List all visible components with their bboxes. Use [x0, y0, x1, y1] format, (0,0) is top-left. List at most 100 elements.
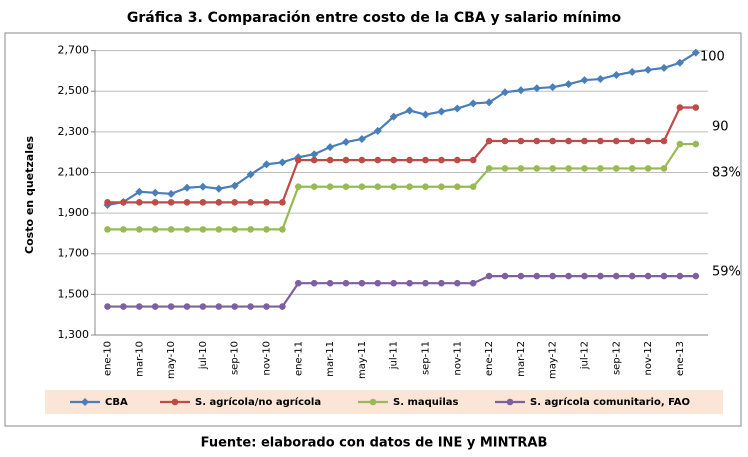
point	[549, 165, 556, 172]
point	[247, 303, 254, 310]
point	[151, 226, 159, 233]
point	[215, 226, 223, 233]
x-tick-label: mar-10	[134, 341, 145, 377]
point	[422, 279, 429, 287]
x-tick-label: may-11	[357, 341, 368, 379]
point	[628, 137, 636, 145]
point	[262, 160, 271, 169]
point	[469, 99, 478, 108]
legend-marker	[506, 398, 514, 406]
y-tick-label: 1,700	[58, 247, 90, 260]
point	[199, 303, 207, 310]
point	[628, 272, 636, 280]
point	[438, 279, 445, 287]
point	[438, 183, 445, 191]
point	[581, 137, 588, 145]
point	[564, 80, 573, 89]
point	[342, 156, 350, 164]
point	[326, 156, 334, 164]
x-tick-label: ene-10	[103, 341, 114, 376]
y-tick-label: 2,300	[58, 125, 90, 138]
point	[501, 137, 509, 145]
point	[676, 272, 684, 280]
point	[516, 86, 525, 95]
point	[135, 187, 144, 196]
point	[151, 303, 159, 310]
point	[120, 303, 127, 310]
point	[136, 303, 143, 310]
point	[406, 156, 413, 164]
point	[405, 106, 414, 115]
x-tick-label: nov-12	[643, 341, 654, 375]
x-tick-label: nov-11	[452, 341, 463, 375]
point	[310, 183, 318, 191]
point	[230, 181, 239, 190]
point	[660, 165, 668, 172]
point	[247, 226, 254, 233]
x-tick-label: sep-12	[611, 341, 622, 375]
point	[533, 272, 541, 280]
legend-label: S. maquilas	[393, 397, 459, 408]
point	[691, 48, 700, 57]
point	[374, 279, 382, 287]
point	[613, 272, 620, 280]
point	[104, 199, 111, 206]
annotation: 59%	[712, 265, 741, 280]
point	[167, 303, 175, 310]
point	[263, 303, 270, 310]
point	[421, 110, 430, 119]
point	[214, 184, 223, 193]
point	[326, 143, 335, 152]
y-axis-label: Costo en quetzales	[23, 136, 36, 254]
point	[565, 272, 572, 280]
point	[358, 156, 366, 164]
point	[565, 137, 572, 145]
point	[247, 199, 254, 206]
x-tick-label: sep-11	[421, 341, 432, 375]
point	[580, 76, 589, 85]
point	[278, 158, 287, 167]
point	[454, 183, 461, 191]
point	[660, 137, 668, 145]
point	[644, 65, 653, 74]
point	[215, 303, 223, 310]
point	[597, 165, 604, 172]
point	[454, 279, 461, 287]
point	[263, 199, 270, 206]
point	[390, 183, 398, 191]
point	[549, 272, 556, 280]
x-tick-label: mar-11	[325, 341, 336, 377]
point	[310, 150, 319, 159]
point	[692, 104, 700, 111]
annotation: 90	[712, 120, 729, 135]
point	[628, 67, 637, 76]
point	[358, 183, 366, 191]
point	[151, 199, 159, 206]
point	[406, 279, 413, 287]
x-tick-label: jul-11	[389, 341, 400, 370]
x-tick-label: ene-12	[484, 341, 495, 376]
point	[199, 199, 207, 206]
point	[485, 98, 494, 107]
point	[533, 137, 541, 145]
legend-marker	[171, 398, 179, 406]
x-tick-label: may-10	[166, 341, 177, 379]
point	[231, 226, 238, 233]
point	[517, 165, 525, 172]
point	[120, 199, 127, 206]
point	[596, 75, 605, 84]
y-tick-label: 1,500	[58, 287, 90, 300]
point	[342, 279, 350, 287]
point	[310, 156, 318, 164]
point	[548, 83, 557, 92]
point	[501, 165, 509, 172]
point	[231, 303, 238, 310]
y-tick-label: 1,900	[58, 206, 90, 219]
point	[136, 226, 143, 233]
point	[581, 272, 588, 280]
point	[263, 226, 270, 233]
point	[198, 182, 207, 191]
point	[279, 226, 286, 233]
x-tick-label: ene-13	[675, 341, 686, 376]
y-tick-label: 1,300	[58, 328, 90, 341]
